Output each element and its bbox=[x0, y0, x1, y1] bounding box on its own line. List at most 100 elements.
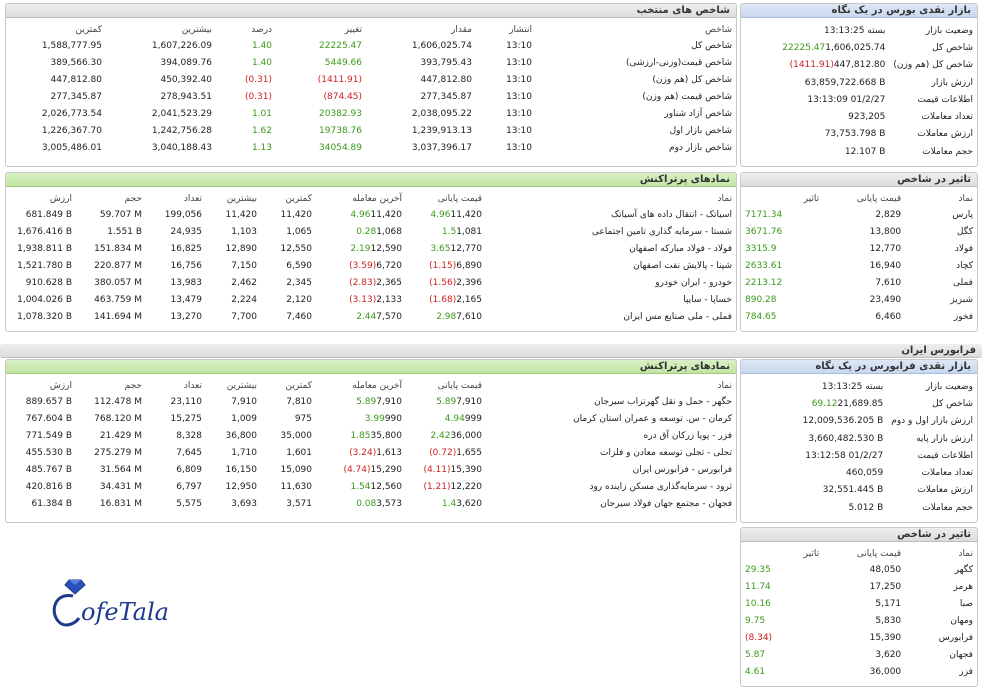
snapshot-row: 5.012 B حجم معاملات bbox=[741, 499, 977, 516]
index-impact: 5.87 bbox=[745, 649, 766, 660]
table-row: 1,588,777.95 1,607,226.09 1.40 22225.47 1,60… bbox=[6, 37, 736, 54]
last-trade-percent: 1.54 bbox=[350, 481, 371, 492]
last-trade: 1.5412,560 bbox=[316, 478, 406, 495]
last-trade: 3.99990 bbox=[316, 410, 406, 427]
last-trade-price: 7,910 bbox=[376, 396, 402, 407]
last-trade-percent: (2.83) bbox=[349, 277, 377, 288]
table-row: 447,812.80 450,392.40 (0.31) (1411.91) 447,8… bbox=[6, 71, 736, 88]
close-price: 5,830 bbox=[875, 615, 902, 626]
column-header: قیمت پایانی bbox=[856, 548, 902, 559]
close-price: 6,460 bbox=[875, 311, 902, 322]
snapshot-value: 3,660,482.530 B bbox=[741, 430, 887, 447]
last-trade-price: 6,720 bbox=[376, 260, 402, 271]
symbol-name: حگهر - حمل و نقل گهرتراب سیرجان bbox=[594, 396, 732, 407]
day-low: 35,000 bbox=[280, 430, 313, 441]
trade-value: 767.604 B bbox=[25, 413, 72, 424]
snapshot-value-text: 460,059 bbox=[846, 468, 884, 479]
table-row[interactable]: 10.16 5,171 صبا bbox=[741, 595, 977, 612]
close-price-percent: (1.21) bbox=[423, 481, 451, 492]
symbol: کچاد bbox=[956, 260, 973, 271]
snapshot-value: 13:12:58 01/2/27 bbox=[741, 447, 887, 464]
snapshot-row: بسته 13:13:25 وضعیت بازار bbox=[741, 22, 977, 39]
farabourse-snapshot-panel: بازار نقدی فرابورس در یک نگاه بسته 13:13… bbox=[740, 359, 978, 523]
snapshot-value: 13:13:09 01/2/27 bbox=[741, 91, 889, 108]
snapshot-label: ارزش معاملات bbox=[917, 129, 973, 140]
column-header: درصد bbox=[251, 24, 272, 35]
column-header: آخرین معامله bbox=[352, 193, 402, 204]
close-price-value: 2,165 bbox=[456, 294, 482, 305]
table-row[interactable]: 771.549 B 21.429 M 8,328 36,800 35,000 1.8535… bbox=[6, 427, 736, 444]
last-trade: (3.13)2,133 bbox=[316, 291, 406, 308]
cofetala-logo: ofeTala bbox=[45, 574, 185, 634]
day-low: 2,345 bbox=[286, 277, 312, 288]
symbol-name: فملی - ملی صنایع مس ایران bbox=[623, 311, 732, 322]
table-row[interactable]: (8.34) 15,390 فرابورس bbox=[741, 629, 977, 646]
last-trade-price: 12,590 bbox=[370, 243, 403, 254]
column-header: تاثیر bbox=[803, 548, 820, 559]
trade-value: 485.767 B bbox=[25, 464, 72, 475]
column-header: نماد bbox=[958, 548, 973, 559]
symbol: فجهان bbox=[949, 649, 973, 660]
snapshot-label: تعداد معاملات bbox=[921, 468, 973, 479]
table-row[interactable]: 420.816 B 34.431 M 6,797 12,950 11,630 1.5412… bbox=[6, 478, 736, 495]
table-row[interactable]: 29.35 48,050 کگهر bbox=[741, 561, 977, 578]
last-trade-price: 15,290 bbox=[370, 464, 403, 475]
trade-count: 13,479 bbox=[170, 294, 203, 305]
index-high: 450,392.40 bbox=[160, 74, 212, 85]
index-impact: 3671.76 bbox=[745, 226, 783, 237]
table-row[interactable]: 1,004.026 B 463.759 M 13,479 2,224 2,120 (3.1… bbox=[6, 291, 736, 308]
close-price-percent: 4.96 bbox=[430, 209, 451, 220]
table-row[interactable]: 4.61 36,000 فزر bbox=[741, 663, 977, 680]
index-change: (1411.91) bbox=[317, 74, 362, 85]
table-row[interactable]: 890.28 23,490 شبریز bbox=[741, 291, 977, 308]
day-low: 11,630 bbox=[280, 481, 313, 492]
table-row[interactable]: 2633.61 16,940 کچاد bbox=[741, 257, 977, 274]
index-name: شاخص بازار اول bbox=[669, 125, 732, 136]
table-row[interactable]: 485.767 B 31.564 M 6,809 16,150 15,090 (4.74)… bbox=[6, 461, 736, 478]
table-row[interactable]: 455.530 B 275.279 M 7,645 1,710 1,601 (3.24)1… bbox=[6, 444, 736, 461]
table-row[interactable]: 11.74 17,250 هرمز bbox=[741, 578, 977, 595]
table-row[interactable]: 784.65 6,460 فخوز bbox=[741, 308, 977, 325]
table-row[interactable]: 1,521.780 B 220.877 M 16,756 7,150 6,590 (3.5… bbox=[6, 257, 736, 274]
symbol-name: خودرو - ایران خودرو bbox=[655, 277, 732, 288]
trade-volume: 275.279 M bbox=[94, 447, 142, 458]
trade-volume: 141.694 M bbox=[94, 311, 142, 322]
table-row[interactable]: 1,676.416 B 1.551 B 24,935 1,103 1,065 0.281,… bbox=[6, 223, 736, 240]
table-row[interactable]: 1,938.811 B 151.834 M 16,825 12,890 12,550 2.… bbox=[6, 240, 736, 257]
table-row[interactable]: 3671.76 13,800 کگل bbox=[741, 223, 977, 240]
snapshot-value-text: 73,753.798 B bbox=[824, 129, 886, 140]
last-trade-price: 2,133 bbox=[376, 294, 402, 305]
snapshot-value-text: 13:12:58 01/2/27 bbox=[805, 450, 884, 461]
trade-count: 6,809 bbox=[176, 464, 202, 475]
symbol-name: خساپا - سایپا bbox=[683, 294, 732, 305]
close-price-value: 12,770 bbox=[450, 243, 483, 254]
snapshot-row: 73,753.798 B ارزش معاملات bbox=[741, 126, 977, 143]
symbol-name: کرمان - س. توسعه و عمران استان کرمان bbox=[573, 413, 732, 424]
bourse-active-panel: نمادهای پرتراکنش ارزش حجم تعداد بیشترین کمتر… bbox=[5, 172, 737, 332]
svg-text:ofeTala: ofeTala bbox=[81, 598, 169, 626]
day-high: 2,462 bbox=[231, 277, 257, 288]
table-row[interactable]: 5.87 3,620 فجهان bbox=[741, 646, 977, 663]
table-row[interactable]: 2213.12 7,610 فملی bbox=[741, 274, 977, 291]
column-header: تعداد bbox=[183, 193, 202, 204]
table-row[interactable]: 61.384 B 16.831 M 5,575 3,693 3,571 0.083,573… bbox=[6, 495, 736, 512]
table-row[interactable]: 889.657 B 112.478 M 23,110 7,910 7,810 5.897,… bbox=[6, 393, 736, 410]
table-row[interactable]: 7171.34 2,829 پارس bbox=[741, 206, 977, 223]
snapshot-label: ارزش بازار اول و دوم bbox=[891, 416, 973, 427]
table-row[interactable]: 910.628 B 380.057 M 13,983 2,462 2,345 (2.83)… bbox=[6, 274, 736, 291]
snapshot-label: شاخص کل (هم وزن) bbox=[893, 60, 973, 71]
snapshot-value: 12.107 B bbox=[741, 143, 889, 160]
symbol: فولاد bbox=[954, 243, 973, 254]
table-row[interactable]: 681.849 B 59.707 M 199,056 11,420 11,420 4.96… bbox=[6, 206, 736, 223]
table-row[interactable]: 767.604 B 768.120 M 15,275 1,009 975 3.99990 4… bbox=[6, 410, 736, 427]
column-header: مقدار bbox=[451, 24, 472, 35]
day-low: 7,460 bbox=[286, 311, 312, 322]
table-row[interactable]: 9.75 5,830 ومهان bbox=[741, 612, 977, 629]
snapshot-row: 460,059 تعداد معاملات bbox=[741, 464, 977, 481]
table-row[interactable]: 1,078.320 B 141.694 M 13,270 7,700 7,460 2.44… bbox=[6, 308, 736, 325]
column-header: نماد bbox=[717, 380, 732, 391]
trade-count: 5,575 bbox=[176, 498, 202, 509]
index-time: 13:10 bbox=[506, 74, 532, 85]
table-row[interactable]: 3315.9 12,770 فولاد bbox=[741, 240, 977, 257]
last-trade: 2.1912,590 bbox=[316, 240, 406, 257]
